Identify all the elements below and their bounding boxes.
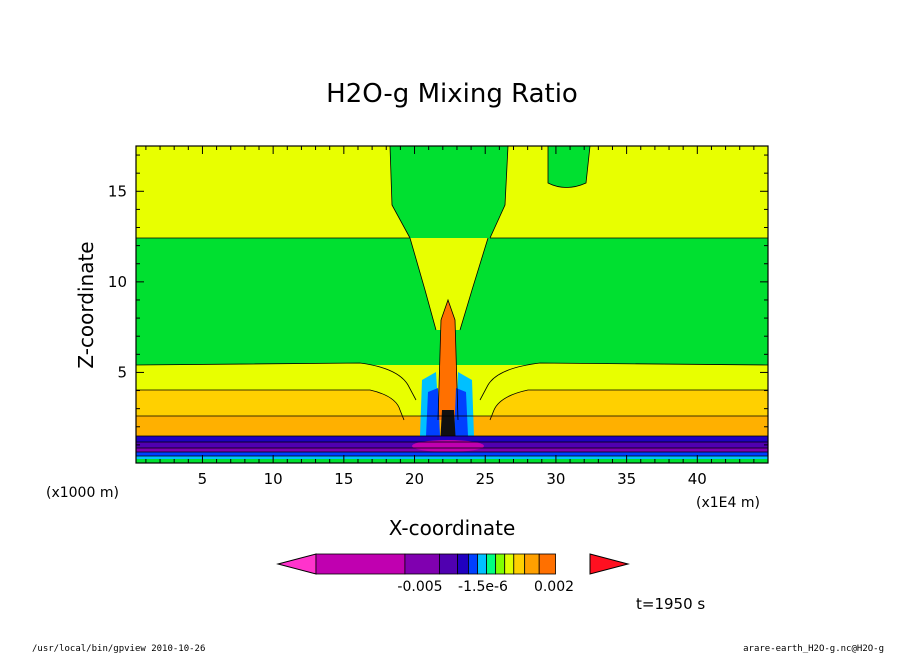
- colorbar-swatch: [477, 553, 487, 575]
- colorbar-tick-label: 0.002: [534, 579, 574, 595]
- x-axis: 5 10 15 20 25 30 35 40: [145, 146, 755, 488]
- y-tick-label: 5: [117, 363, 127, 381]
- colorbar: -0.005 -1.5e-6 0.002: [276, 553, 630, 595]
- x-unit-label: (x1E4 m): [696, 495, 760, 511]
- plot-frame: [135, 145, 769, 464]
- colorbar-tick-label: -1.5e-6: [458, 579, 508, 595]
- colorbar-swatch: [504, 553, 515, 575]
- colorbar-swatch: [513, 553, 526, 575]
- contour-field: [136, 146, 768, 463]
- colorbar-swatch: [486, 553, 497, 575]
- colorbar-swatch: [468, 553, 478, 575]
- x-tick-label: 35: [617, 470, 636, 488]
- colorbar-extend-low: [276, 553, 317, 575]
- y-tick-label: 15: [108, 182, 127, 200]
- x-tick-label: 25: [476, 470, 495, 488]
- x-tick-label: 5: [198, 470, 208, 488]
- colorbar-swatch: [438, 553, 458, 575]
- colorbar-extend-high: [589, 553, 630, 575]
- colorbar-swatch: [538, 553, 556, 575]
- x-tick-label: 30: [546, 470, 565, 488]
- colorbar-tick-label: -0.005: [397, 579, 442, 595]
- footer-left: /usr/local/bin/gpview 2010-10-26: [32, 644, 205, 654]
- time-label: t=1950 s: [636, 595, 705, 613]
- x-tick-label: 10: [264, 470, 283, 488]
- chart-title: H2O-g Mixing Ratio: [326, 79, 578, 109]
- y-unit-label: (x1000 m): [46, 485, 119, 501]
- colorbar-swatch: [404, 553, 440, 575]
- footer-right: arare-earth_H2O-g.nc@H2O-g: [743, 644, 884, 654]
- x-axis-title: X-coordinate: [389, 516, 516, 540]
- colorbar-swatch: [315, 553, 406, 575]
- x-tick-label: 15: [334, 470, 353, 488]
- colorbar-swatch: [495, 553, 506, 575]
- colorbar-swatch: [457, 553, 469, 575]
- x-tick-label: 40: [688, 470, 707, 488]
- y-axis-title: Z-coordinate: [74, 241, 98, 368]
- x-tick-label: 20: [405, 470, 424, 488]
- y-tick-label: 10: [108, 273, 127, 291]
- colorbar-swatch: [524, 553, 540, 575]
- y-axis: 5 10 15: [108, 154, 768, 446]
